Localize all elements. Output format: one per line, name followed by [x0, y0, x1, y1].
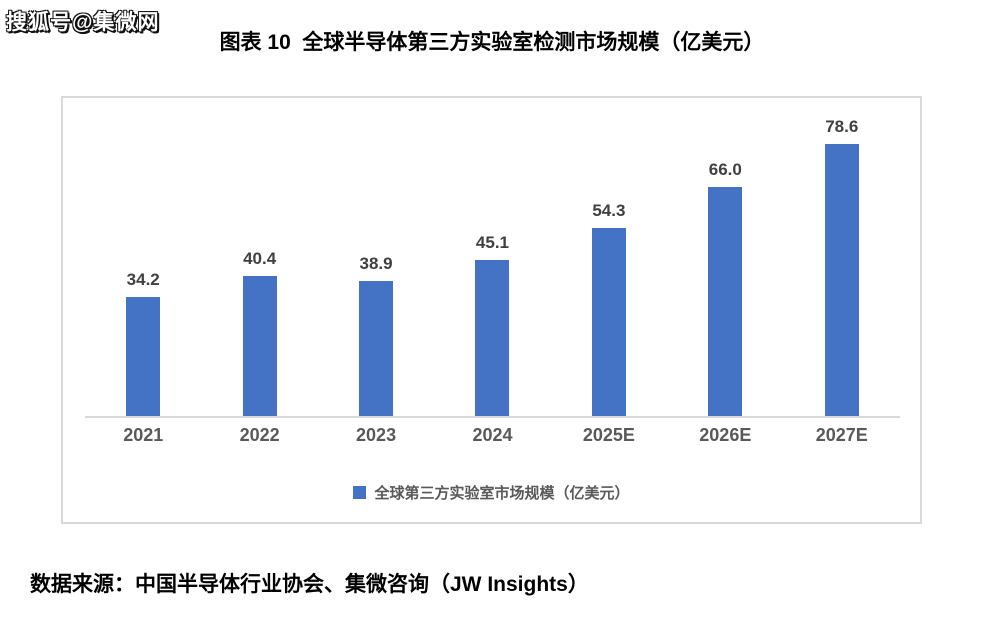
bar-value-label: 45.1 — [475, 233, 510, 252]
bar — [242, 276, 277, 416]
chart-title: 图表 10 全球半导体第三方实验室检测市场规模（亿美元） — [219, 31, 765, 54]
bar-group-2025E: 54.3 — [551, 104, 667, 416]
legend-label: 全球第三方实验室市场规模（亿美元） — [374, 484, 630, 502]
x-tick-label: 2024 — [472, 425, 513, 445]
x-tick-label: 2023 — [356, 425, 397, 445]
bar-value-label: 54.3 — [592, 201, 626, 220]
bar-value-label: 78.6 — [825, 117, 859, 136]
plot-area: 34.2 40.4 38.9 45.1 54.3 66.0 78.6 — [85, 104, 900, 418]
x-tick-label: 2025E — [582, 425, 635, 445]
bar-value-label: 38.9 — [359, 254, 393, 273]
bar — [824, 144, 859, 416]
legend-marker-icon — [353, 485, 367, 499]
legend: 全球第三方实验室市场规模（亿美元） — [63, 482, 920, 503]
source-note: 数据来源：中国半导体行业协会、集微咨询（JW Insights） — [30, 573, 589, 596]
bar-group-2021: 34.2 — [85, 104, 201, 416]
chart-frame: 34.2 40.4 38.9 45.1 54.3 66.0 78.6 2021 2022 202… — [61, 96, 922, 524]
bar-group-2022: 40.4 — [201, 104, 317, 416]
bar-group-2026E: 66.0 — [667, 104, 783, 416]
x-tick-label: 2022 — [239, 425, 280, 445]
bar — [475, 260, 510, 416]
x-axis: 2021 2022 2023 2024 2025E 2026E 2027E — [85, 425, 900, 446]
bar-group-2024: 45.1 — [434, 104, 550, 416]
x-tick-label: 2021 — [123, 425, 164, 445]
bar-value-label: 40.4 — [243, 249, 277, 268]
x-tick-label: 2026E — [699, 425, 752, 445]
x-tick-label: 2027E — [815, 425, 868, 445]
bar — [126, 297, 161, 416]
bar — [359, 281, 394, 416]
bar-group-2027E: 78.6 — [784, 104, 900, 416]
watermark: 搜狐号@集微网 — [6, 11, 160, 34]
bar — [708, 187, 743, 416]
bar-group-2023: 38.9 — [318, 104, 434, 416]
bar-value-label: 66.0 — [708, 160, 742, 179]
bar — [591, 228, 626, 416]
bar-value-label: 34.2 — [126, 270, 160, 289]
